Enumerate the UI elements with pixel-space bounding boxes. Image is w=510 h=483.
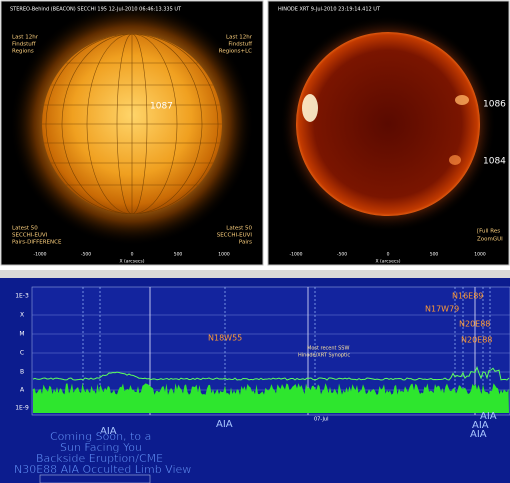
x-tick-label: -500 bbox=[81, 252, 91, 258]
sun-disk bbox=[296, 32, 480, 216]
y-label: M bbox=[19, 331, 24, 338]
x-tick-label: -1000 bbox=[33, 252, 46, 258]
aia-label: AIA bbox=[472, 420, 489, 431]
x-tick-label: 0 bbox=[131, 252, 134, 258]
date-label: 07-Jul bbox=[314, 417, 328, 423]
region-label: N20E88 bbox=[459, 320, 490, 329]
region-label: N18W55 bbox=[208, 334, 242, 343]
active-region bbox=[455, 95, 469, 105]
label: Last 12hr bbox=[12, 35, 39, 41]
y-label: 1E-9 bbox=[15, 405, 29, 412]
promo-line: Sun Facing You bbox=[60, 441, 142, 454]
aia-label: AIA bbox=[470, 429, 487, 440]
flux-curves bbox=[32, 365, 510, 413]
promo-line: N30E88 AIA Occulted Limb View bbox=[14, 463, 191, 476]
noise-band bbox=[33, 383, 509, 413]
y-label: A bbox=[20, 387, 25, 394]
active-region bbox=[302, 94, 318, 122]
axis-label: X (arcsecs) bbox=[120, 259, 145, 265]
region-label: 1087 bbox=[150, 102, 173, 112]
x-tick-label: 1000 bbox=[218, 252, 230, 258]
x-tick-label: -500 bbox=[337, 252, 347, 258]
label: Latest 50 bbox=[12, 226, 38, 232]
region-label: 1084 bbox=[483, 157, 506, 167]
label: Regions+LC bbox=[219, 49, 252, 55]
flux-line bbox=[32, 365, 510, 381]
panel-title: HINODE XRT 9-Jul-2010 23:19:14.412 UT bbox=[278, 7, 381, 13]
note: Most recent SSW bbox=[307, 346, 349, 352]
promo-line: Coming Soon, to a bbox=[50, 430, 151, 443]
x-tick-label: 0 bbox=[387, 252, 390, 258]
note: Hinode/XRT Synoptic bbox=[298, 353, 350, 359]
region-label: 1086 bbox=[483, 100, 506, 110]
active-region bbox=[449, 155, 461, 165]
label: SECCHI-EUVI bbox=[217, 233, 253, 239]
label: Regions bbox=[12, 49, 34, 55]
label: Last 12hr bbox=[226, 35, 253, 41]
label: Findstuff bbox=[228, 42, 252, 48]
aia-label: AIA bbox=[100, 426, 117, 437]
y-label: C bbox=[20, 350, 24, 357]
promo-line: Backside Eruption/CME bbox=[36, 452, 163, 465]
panel-title: STEREO-Behind (BEACON) SECCHI 195 12-Jul… bbox=[10, 7, 182, 13]
video-frame bbox=[39, 474, 151, 483]
coordinate-grid bbox=[42, 34, 222, 214]
x-tick-label: -1000 bbox=[289, 252, 302, 258]
label: SECCHI-EUVI bbox=[12, 233, 48, 239]
region-label: N16E89 bbox=[452, 292, 483, 301]
grid bbox=[32, 287, 510, 415]
aia-label: AIA bbox=[480, 411, 497, 422]
panel-gap bbox=[0, 270, 510, 278]
y-label: 1E-3 bbox=[15, 293, 29, 300]
label: Latest 50 bbox=[226, 226, 252, 232]
x-tick-label: 500 bbox=[174, 252, 183, 258]
aia-label: AIA bbox=[216, 419, 233, 430]
label: [Full Res bbox=[477, 229, 500, 235]
x-tick-label: 1000 bbox=[474, 252, 486, 258]
axis-label: X (arcsecs) bbox=[376, 259, 401, 265]
y-label: B bbox=[20, 369, 24, 376]
y-label: X bbox=[20, 312, 24, 319]
label: Pairs-DIFFERENCE bbox=[12, 240, 62, 246]
region-label: N20E88 bbox=[461, 336, 492, 345]
label: Findstuff bbox=[12, 42, 36, 48]
x-tick-label: 500 bbox=[430, 252, 439, 258]
label: ZoomGUI bbox=[477, 237, 503, 243]
region-label: N17W79 bbox=[425, 305, 459, 314]
label: Pairs bbox=[239, 240, 252, 246]
